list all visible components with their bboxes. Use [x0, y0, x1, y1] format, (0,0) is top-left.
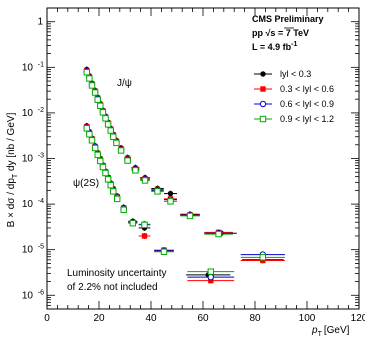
marker-point	[259, 100, 267, 108]
marker-point	[91, 89, 99, 96]
x-tick-label: 120	[351, 313, 365, 324]
marker-point	[259, 115, 267, 123]
marker-point	[167, 198, 174, 205]
y-tick-label: 10	[22, 154, 34, 165]
marker-point	[141, 177, 149, 184]
marker-point	[83, 125, 90, 132]
marker-point	[97, 102, 104, 110]
x-tick-label: 80	[249, 313, 261, 324]
annotation-line-1: Luminosity uncertainty	[67, 268, 167, 279]
y-axis-title: B × dσ / dpT dy [nb / GeV]	[6, 112, 19, 227]
marker-point	[260, 71, 266, 77]
marker-point	[86, 131, 93, 138]
header-energy: pp √s = 7 TeV	[252, 28, 309, 38]
marker-point	[88, 137, 96, 144]
marker-point	[104, 176, 112, 183]
marker-point	[124, 157, 131, 164]
marker-point	[107, 127, 114, 134]
y-tick-label: 10	[22, 290, 34, 301]
annotation-line-2: of 2.2% not included	[67, 282, 158, 293]
marker-point	[88, 82, 96, 89]
data-series	[83, 66, 285, 284]
psi2s-label: ψ(2S)	[73, 178, 99, 189]
x-tick-label: 100	[299, 313, 316, 324]
marker-point	[129, 220, 137, 227]
legend-entry-label: lyl < 0.3	[280, 69, 311, 79]
marker-point	[132, 167, 139, 174]
marker-point	[102, 169, 109, 177]
x-axis-title: pT [GeV]	[311, 325, 350, 338]
marker-point	[260, 86, 266, 92]
y-tick-label: 10	[22, 199, 34, 210]
marker-point	[94, 96, 101, 103]
x-tick-label: 20	[93, 313, 105, 324]
marker-point	[207, 273, 215, 281]
marker-point	[215, 230, 222, 238]
marker-point	[120, 206, 127, 213]
marker-point	[141, 233, 148, 239]
marker-point	[154, 188, 161, 195]
x-tick-label: 0	[44, 313, 50, 324]
legend: lyl < 0.3 0.3 < lyl < 0.6 0.6 < lyl < 0.9 0…	[254, 69, 334, 124]
y-tick-exponent: -4	[38, 198, 44, 205]
marker-point	[83, 69, 90, 76]
y-tick-exponent: -3	[38, 153, 44, 160]
marker-point	[113, 139, 120, 147]
legend-entry-label: 0.3 < lyl < 0.6	[280, 84, 334, 94]
marker-point	[97, 157, 104, 165]
y-tick-label: 10	[22, 245, 34, 256]
marker-point	[94, 151, 101, 159]
marker-point	[99, 109, 107, 116]
y-tick-exponent: -2	[38, 107, 44, 114]
marker-point	[207, 268, 215, 275]
x-tick-label: 40	[145, 313, 157, 324]
marker-point	[141, 221, 148, 229]
y-tick-labels: 1 10 -1 10 -2 10 -3 10 -4 10 -5 10 -6	[22, 17, 44, 302]
x-tick-label: 60	[197, 313, 209, 324]
tick-marks	[46, 7, 360, 310]
marker-point	[117, 147, 125, 154]
marker-point	[114, 195, 121, 203]
marker-point	[160, 248, 168, 255]
y-tick-exponent: -6	[38, 289, 44, 296]
header-luminosity: L = 4.9 fb-1	[252, 41, 297, 52]
marker-point	[104, 121, 112, 128]
marker-point	[91, 144, 99, 152]
marker-point	[110, 133, 117, 140]
legend-entry-label: 0.9 < lyl < 1.2	[280, 114, 334, 124]
series-3	[83, 69, 285, 275]
marker-point	[186, 212, 194, 220]
y-tick-label: 10	[22, 108, 34, 119]
marker-point	[86, 75, 93, 82]
marker-point	[110, 188, 117, 195]
y-tick-exponent: -5	[38, 244, 44, 251]
jpsi-label: J/ψ	[117, 78, 132, 89]
marker-point	[259, 254, 267, 261]
marker-point	[107, 181, 114, 189]
x-tick-labels: 0 20 40 60 80 100 120	[44, 313, 365, 324]
marker-point	[208, 277, 214, 284]
marker-point	[102, 115, 109, 122]
y-tick-label: 10	[22, 62, 34, 73]
marker-point	[167, 190, 174, 197]
legend-entry-label: 0.6 < lyl < 0.9	[280, 99, 334, 109]
header-experiment: CMS Preliminary	[252, 14, 324, 24]
y-tick-label: 1	[37, 17, 43, 28]
y-tick-exponent: -1	[38, 61, 44, 68]
marker-point	[99, 163, 107, 171]
